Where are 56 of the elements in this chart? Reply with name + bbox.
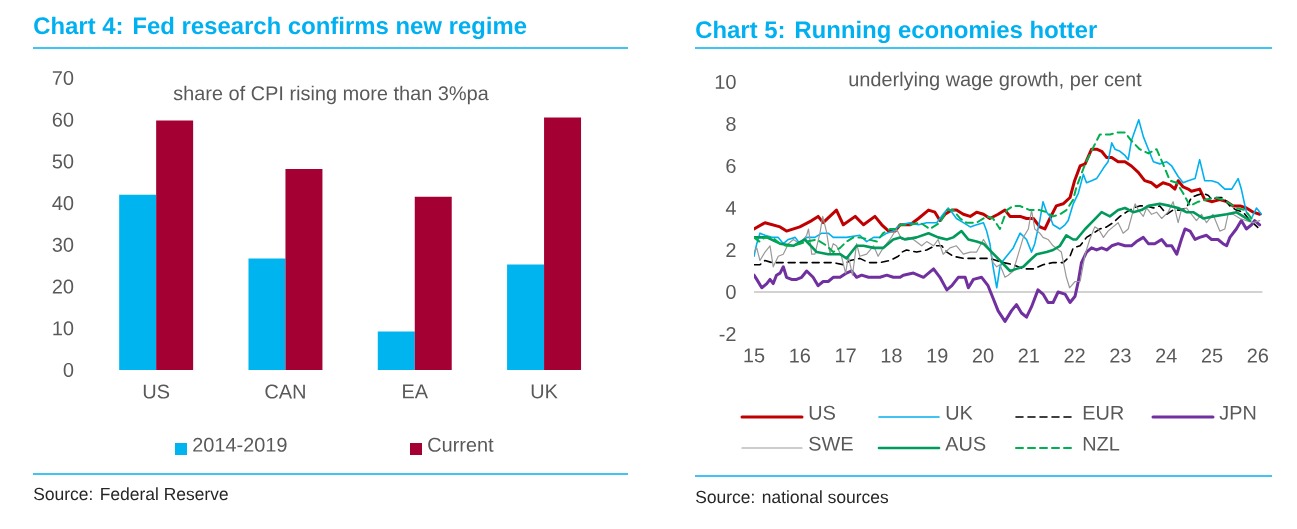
y-tick-label: 10 xyxy=(53,321,74,336)
line-series xyxy=(754,131,1253,254)
bar xyxy=(248,258,286,370)
legend-label: 2014-2019 xyxy=(193,437,287,452)
y-tick-label: 8 xyxy=(726,116,736,132)
x-tick-label: US xyxy=(143,384,170,399)
bar xyxy=(414,196,452,370)
chart-subtitle: share of CPI rising more than 3%pa xyxy=(173,85,489,105)
x-tick-label: 25 xyxy=(1201,348,1223,363)
y-tick-label: 0 xyxy=(726,284,736,300)
bar xyxy=(507,264,545,370)
x-tick-label: 22 xyxy=(1064,348,1085,363)
y-tick-label: 20 xyxy=(52,279,74,294)
chart-title: Chart 4: Fed research confirms new regime xyxy=(34,16,527,40)
x-tick-label: EA xyxy=(403,384,429,399)
source-note: Source: national sources xyxy=(696,490,889,504)
x-tick-label: 26 xyxy=(1247,348,1269,363)
y-tick-label: 0 xyxy=(63,362,74,378)
y-tick-label: 10 xyxy=(715,74,736,90)
x-tick-label: 16 xyxy=(790,348,811,363)
legend-label: NZL xyxy=(1083,436,1120,451)
y-tick-label: -2 xyxy=(719,327,736,341)
y-tick-label: 4 xyxy=(725,201,736,215)
y-tick-label: 40 xyxy=(52,196,74,211)
x-tick-label: 18 xyxy=(881,348,902,363)
bar xyxy=(285,168,323,370)
y-tick-label: 60 xyxy=(52,112,74,127)
x-tick-label: 24 xyxy=(1156,348,1177,363)
x-tick-label: 15 xyxy=(744,348,765,363)
bar xyxy=(544,117,582,370)
legend-label: EUR xyxy=(1083,405,1124,420)
y-tick-label: 30 xyxy=(52,237,74,252)
line-series xyxy=(754,202,1252,273)
legend-label: SWE xyxy=(809,436,853,451)
x-tick-label: 23 xyxy=(1110,348,1131,363)
x-tick-label: CAN xyxy=(265,384,305,399)
chart-subtitle: underlying wage growth, per cent xyxy=(849,71,1142,91)
x-tick-label: UK xyxy=(531,384,558,399)
x-tick-label: 21 xyxy=(1018,348,1039,363)
legend-label: UK xyxy=(946,405,973,420)
bar xyxy=(119,194,157,370)
x-tick-label: 19 xyxy=(927,348,948,363)
legend-label: US xyxy=(809,405,835,420)
y-tick-label: 6 xyxy=(726,158,736,174)
x-tick-label: 17 xyxy=(836,348,856,363)
x-tick-label: 20 xyxy=(972,348,994,363)
source-note: Source: Federal Reserve xyxy=(34,487,228,501)
chart-title: Chart 5: Running economies hotter xyxy=(696,20,1097,44)
legend-label: JPN xyxy=(1219,405,1256,420)
bar xyxy=(377,331,415,370)
y-tick-label: 2 xyxy=(726,243,736,257)
legend-label: Current xyxy=(428,437,494,452)
y-tick-label: 70 xyxy=(52,70,74,86)
bar xyxy=(156,120,194,370)
legend-label: AUS xyxy=(945,436,986,451)
y-tick-label: 50 xyxy=(52,154,74,169)
